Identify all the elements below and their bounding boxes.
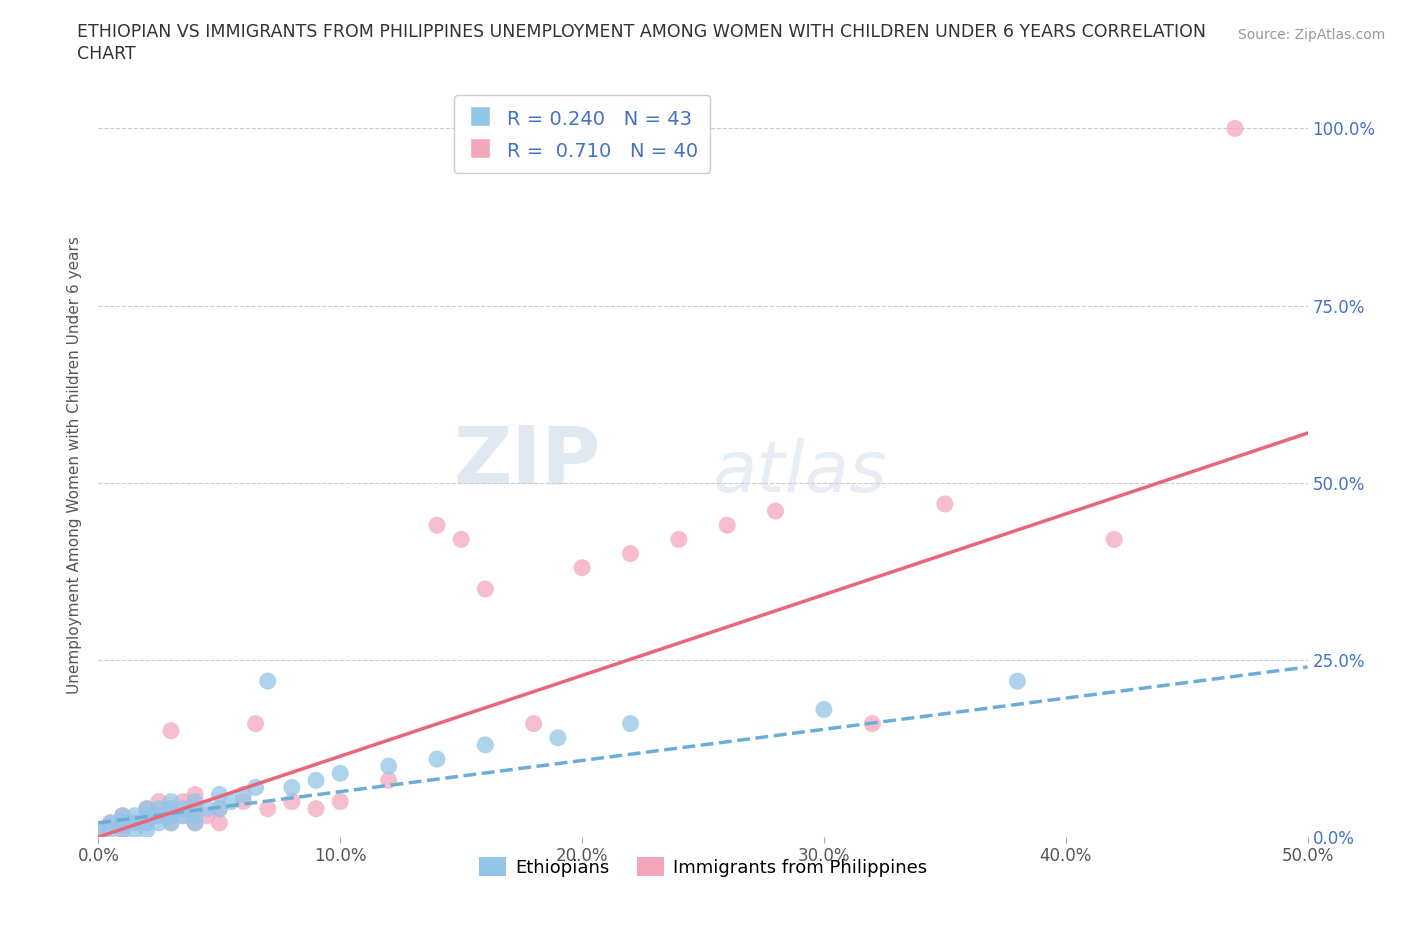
Point: [172, 808, 194, 823]
Point: [124, 816, 146, 830]
Point: [377, 773, 399, 788]
Point: [208, 816, 231, 830]
Point: [184, 802, 207, 817]
Point: [100, 816, 122, 830]
Text: ZIP: ZIP: [453, 422, 600, 500]
Y-axis label: Unemployment Among Women with Children Under 6 years: Unemployment Among Women with Children U…: [67, 236, 83, 694]
Point: [184, 816, 207, 830]
Point: [208, 802, 231, 817]
Point: [160, 802, 183, 817]
Point: [172, 794, 194, 809]
Point: [377, 759, 399, 774]
Point: [87, 822, 110, 837]
Point: [450, 532, 472, 547]
Point: [765, 504, 787, 519]
Point: [619, 716, 641, 731]
Point: [184, 808, 207, 823]
Point: [160, 802, 183, 817]
Point: [148, 808, 170, 823]
Point: [124, 816, 146, 830]
Point: [547, 730, 569, 745]
Point: [135, 802, 157, 817]
Point: [221, 794, 243, 809]
Point: [172, 808, 194, 823]
Point: [329, 765, 352, 780]
Point: [111, 816, 134, 830]
Point: [111, 808, 134, 823]
Point: [426, 751, 449, 766]
Point: [184, 816, 207, 830]
Point: [305, 802, 328, 817]
Point: [813, 702, 835, 717]
Point: [148, 794, 170, 809]
Point: [1102, 532, 1125, 547]
Point: [860, 716, 883, 731]
Point: [184, 794, 207, 809]
Point: [124, 808, 146, 823]
Point: [135, 808, 157, 823]
Point: [135, 816, 157, 830]
Point: [305, 773, 328, 788]
Point: [160, 808, 183, 823]
Point: [245, 716, 267, 731]
Point: [160, 724, 183, 738]
Point: [426, 518, 449, 533]
Point: [184, 787, 207, 802]
Point: [1007, 673, 1029, 688]
Point: [111, 822, 134, 837]
Point: [523, 716, 546, 731]
Point: [148, 816, 170, 830]
Point: [281, 794, 304, 809]
Point: [160, 816, 183, 830]
Text: atlas: atlas: [713, 438, 887, 507]
Point: [245, 780, 267, 795]
Point: [934, 497, 956, 512]
Legend: Ethiopians, Immigrants from Philippines: Ethiopians, Immigrants from Philippines: [472, 850, 934, 883]
Point: [160, 816, 183, 830]
Point: [111, 808, 134, 823]
Point: [716, 518, 738, 533]
Point: [619, 546, 641, 561]
Point: [208, 802, 231, 817]
Point: [256, 802, 278, 817]
Text: CHART: CHART: [77, 45, 136, 62]
Point: [124, 822, 146, 837]
Point: [111, 816, 134, 830]
Point: [172, 802, 194, 817]
Point: [256, 673, 278, 688]
Point: [232, 794, 254, 809]
Point: [111, 822, 134, 837]
Point: [135, 802, 157, 817]
Point: [281, 780, 304, 795]
Point: [148, 802, 170, 817]
Point: [100, 822, 122, 837]
Point: [329, 794, 352, 809]
Point: [232, 787, 254, 802]
Point: [135, 816, 157, 830]
Point: [668, 532, 690, 547]
Point: [195, 802, 218, 817]
Point: [135, 822, 157, 837]
Point: [1223, 121, 1246, 136]
Point: [474, 737, 496, 752]
Point: [87, 822, 110, 837]
Point: [571, 560, 593, 575]
Text: Source: ZipAtlas.com: Source: ZipAtlas.com: [1237, 28, 1385, 42]
Point: [474, 581, 496, 596]
Point: [208, 787, 231, 802]
Point: [148, 808, 170, 823]
Text: ETHIOPIAN VS IMMIGRANTS FROM PHILIPPINES UNEMPLOYMENT AMONG WOMEN WITH CHILDREN : ETHIOPIAN VS IMMIGRANTS FROM PHILIPPINES…: [77, 23, 1206, 41]
Point: [100, 816, 122, 830]
Point: [160, 794, 183, 809]
Point: [195, 808, 218, 823]
